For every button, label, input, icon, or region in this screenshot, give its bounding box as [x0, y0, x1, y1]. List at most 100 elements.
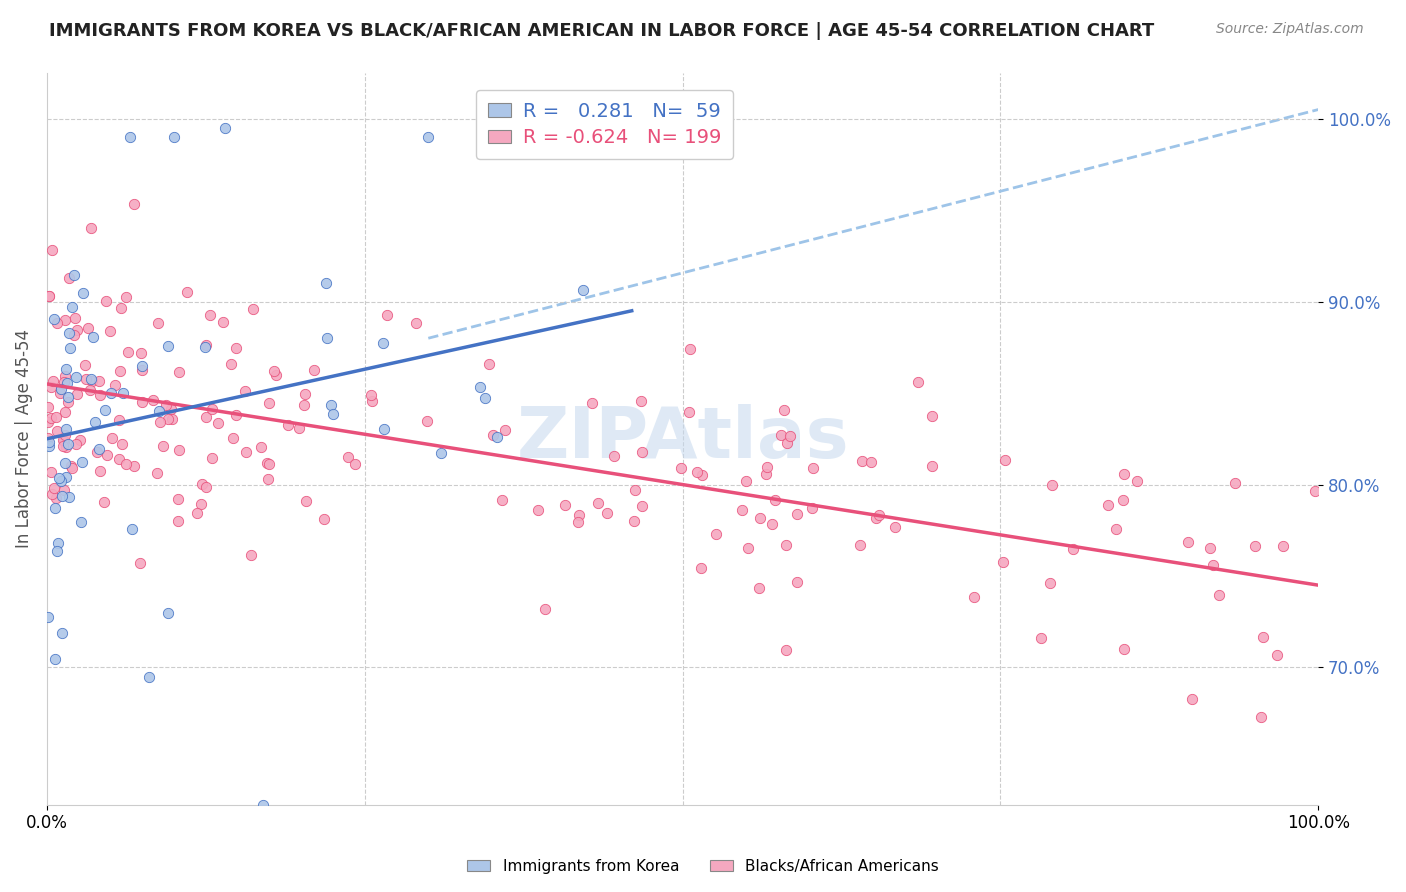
Point: [108, 364, 131, 378]
Point: [690, 468, 713, 483]
Point: [60, 459, 83, 474]
Point: [630, 394, 652, 409]
Point: [117, 345, 139, 359]
Point: [100, 386, 122, 401]
Point: [344, 457, 367, 471]
Point: [79, 383, 101, 397]
Point: [222, 431, 245, 445]
Point: [256, 456, 278, 470]
Point: [65, 369, 87, 384]
Point: [46, 544, 69, 558]
Point: [200, 308, 222, 322]
Point: [104, 378, 127, 392]
Point: [53, 369, 76, 384]
Point: [80, 220, 103, 235]
Point: [416, 414, 439, 428]
Point: [53, 405, 76, 419]
Point: [48, 471, 70, 485]
Point: [603, 450, 626, 464]
Point: [734, 474, 756, 488]
Point: [53, 427, 76, 442]
Point: [122, 458, 145, 473]
Point: [405, 317, 427, 331]
Point: [430, 445, 453, 459]
Point: [55, 470, 77, 484]
Point: [1181, 692, 1204, 706]
Point: [41, 487, 63, 501]
Point: [1029, 632, 1052, 646]
Point: [60, 461, 83, 475]
Point: [163, 130, 186, 145]
Point: [115, 290, 138, 304]
Point: [122, 197, 145, 211]
Point: [921, 409, 943, 424]
Point: [167, 443, 190, 458]
Point: [53, 375, 76, 389]
Point: [755, 460, 778, 475]
Point: [1062, 541, 1084, 556]
Point: [89, 464, 111, 478]
Point: [373, 422, 395, 436]
Point: [418, 130, 440, 145]
Point: [84, 416, 107, 430]
Point: [478, 357, 501, 371]
Point: [118, 130, 141, 145]
Point: [51, 489, 73, 503]
Point: [49, 382, 72, 396]
Point: [1199, 541, 1222, 555]
Point: [112, 386, 135, 401]
Point: [1303, 483, 1326, 498]
Point: [225, 408, 247, 422]
Point: [257, 396, 280, 410]
Point: [212, 315, 235, 329]
Point: [194, 337, 217, 351]
Point: [769, 428, 792, 442]
Point: [485, 430, 508, 444]
Point: [53, 456, 76, 470]
Point: [315, 331, 337, 345]
Point: [1223, 476, 1246, 491]
Point: [42, 374, 65, 388]
Point: [786, 507, 808, 521]
Point: [55, 362, 77, 376]
Point: [53, 483, 76, 498]
Point: [865, 511, 887, 525]
Text: Source: ZipAtlas.com: Source: ZipAtlas.com: [1216, 22, 1364, 37]
Point: [96, 448, 118, 462]
Point: [194, 480, 217, 494]
Point: [775, 539, 797, 553]
Point: [761, 516, 783, 531]
Point: [131, 363, 153, 377]
Point: [315, 276, 337, 290]
Point: [52, 439, 75, 453]
Point: [256, 472, 278, 486]
Point: [773, 402, 796, 417]
Point: [312, 511, 335, 525]
Text: ZIPAtlas: ZIPAtlas: [516, 404, 849, 474]
Point: [195, 409, 218, 424]
Point: [295, 494, 318, 508]
Point: [1177, 535, 1199, 549]
Point: [250, 440, 273, 454]
Point: [1208, 588, 1230, 602]
Point: [201, 402, 224, 417]
Point: [44, 500, 66, 515]
Point: [474, 391, 496, 405]
Point: [786, 575, 808, 590]
Point: [277, 417, 299, 432]
Point: [1112, 492, 1135, 507]
Point: [155, 398, 177, 412]
Point: [360, 388, 382, 402]
Point: [37, 400, 59, 414]
Point: [567, 508, 589, 522]
Point: [72, 286, 94, 301]
Point: [1125, 474, 1147, 488]
Point: [69, 434, 91, 448]
Point: [46, 316, 69, 330]
Point: [201, 451, 224, 466]
Point: [56, 395, 79, 409]
Point: [55, 422, 77, 436]
Point: [1097, 499, 1119, 513]
Point: [87, 374, 110, 388]
Point: [319, 398, 342, 412]
